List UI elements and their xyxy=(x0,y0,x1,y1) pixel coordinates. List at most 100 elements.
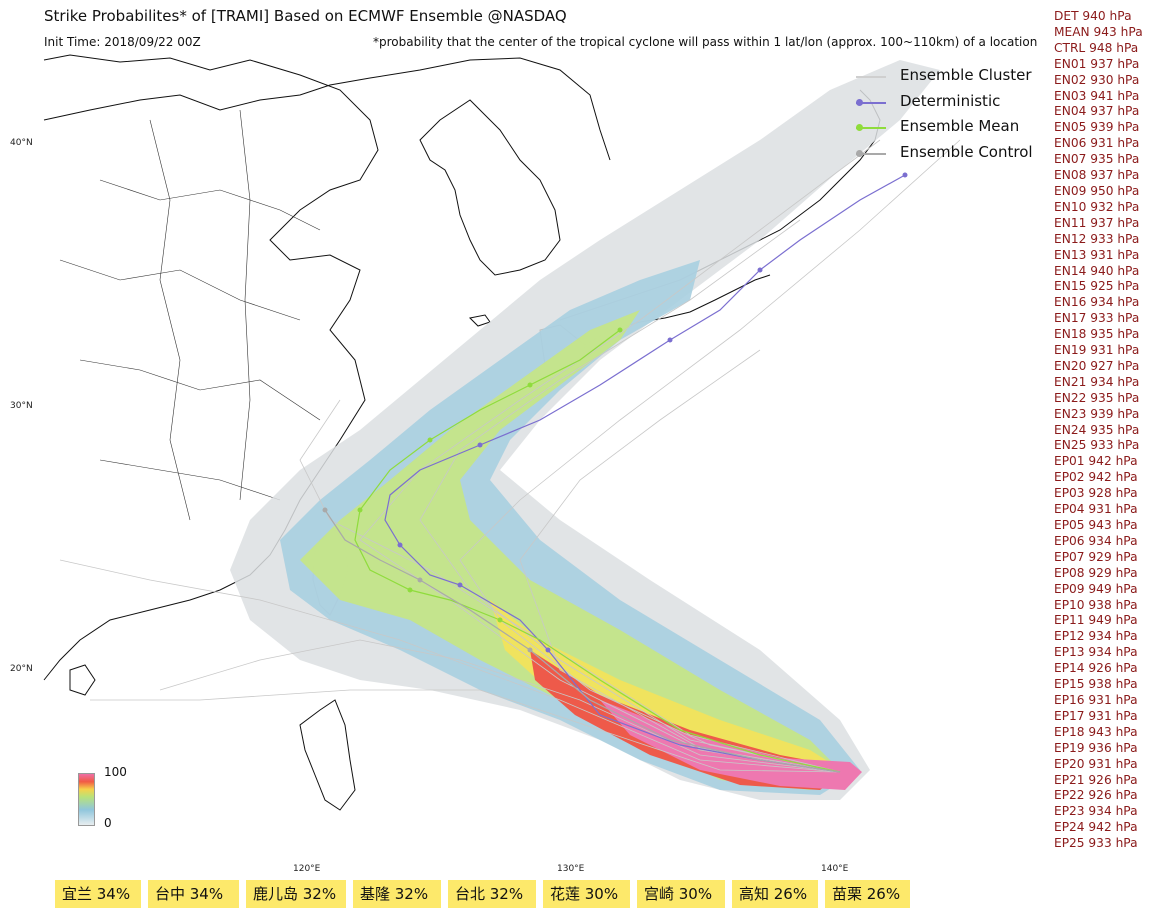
city-badge: 高知 26% xyxy=(732,880,818,908)
pressure-item: EP07 929 hPa xyxy=(1054,549,1138,564)
mainland-coast xyxy=(43,54,379,681)
det-point xyxy=(457,582,463,588)
colorbar-min-label: 0 xyxy=(104,816,112,830)
pressure-item: EN08 937 hPa xyxy=(1054,168,1140,183)
pressure-item: EN25 933 hPa xyxy=(1054,438,1140,453)
pressure-item: EP16 931 hPa xyxy=(1054,692,1138,707)
det-point xyxy=(397,542,403,548)
pressure-item: EN09 950 hPa xyxy=(1054,183,1140,198)
pressure-item: EP10 938 hPa xyxy=(1054,597,1138,612)
luzon xyxy=(299,699,356,811)
pressure-item: EP09 949 hPa xyxy=(1054,581,1138,596)
ensemble-mean-track xyxy=(354,327,841,773)
pressure-item: EP03 928 hPa xyxy=(1054,486,1138,501)
mean-point xyxy=(617,327,623,333)
legend-item-mean: Ensemble Mean xyxy=(852,115,1042,141)
pressure-item: EP14 926 hPa xyxy=(1054,661,1138,676)
pressure-item: EN03 941 hPa xyxy=(1054,88,1140,103)
swath-core xyxy=(600,700,862,790)
colorbar-max-label: 100 xyxy=(104,765,127,779)
lat-label-40: 40°N xyxy=(10,138,33,148)
pressure-item: EP21 926 hPa xyxy=(1054,772,1138,787)
pressure-item: EP01 942 hPa xyxy=(1054,454,1138,469)
pressure-item: EN19 931 hPa xyxy=(1054,343,1140,358)
probability-swath xyxy=(230,60,940,800)
mean-dot-swatch xyxy=(856,124,863,131)
city-badge: 基隆 32% xyxy=(353,880,441,908)
ctrl-point xyxy=(322,507,328,513)
det-point xyxy=(902,172,908,178)
pressure-item: EN02 930 hPa xyxy=(1054,72,1140,87)
pressure-item: EP11 949 hPa xyxy=(1054,613,1138,628)
pressure-item: EN15 925 hPa xyxy=(1054,279,1140,294)
pressure-item: EP15 938 hPa xyxy=(1054,677,1138,692)
pressure-item: EP13 934 hPa xyxy=(1054,645,1138,660)
pressure-item: EP18 943 hPa xyxy=(1054,724,1138,739)
korea-coast xyxy=(419,99,561,276)
pressure-item: EP17 931 hPa xyxy=(1054,708,1138,723)
pressure-item: EP08 929 hPa xyxy=(1054,565,1138,580)
mean-line-swatch xyxy=(856,127,886,129)
mean-point xyxy=(407,587,413,593)
det-point xyxy=(545,647,551,653)
lon-label-120: 120°E xyxy=(293,864,321,874)
swath-mid xyxy=(490,600,845,788)
north-border xyxy=(43,57,611,161)
legend-item-control: Ensemble Control xyxy=(852,141,1042,167)
pressure-item: EN22 935 hPa xyxy=(1054,390,1140,405)
mean-point xyxy=(427,437,433,443)
probability-footnote: *probability that the center of the trop… xyxy=(373,35,1038,49)
pressure-item: EN20 927 hPa xyxy=(1054,358,1140,373)
swath-low xyxy=(280,260,860,795)
legend-label: Deterministic xyxy=(900,91,1001,110)
det-point xyxy=(477,442,483,448)
province-borders xyxy=(59,109,321,521)
pressure-item: EP25 933 hPa xyxy=(1054,836,1138,851)
pressure-item: EN07 935 hPa xyxy=(1054,152,1140,167)
lon-label-130: 130°E xyxy=(557,864,585,874)
city-badge: 台北 32% xyxy=(448,880,536,908)
pressure-item: DET 940 hPa xyxy=(1054,9,1132,23)
pressure-item: EP19 936 hPa xyxy=(1054,740,1138,755)
mean-point xyxy=(497,617,503,623)
control-line-swatch xyxy=(856,152,886,155)
pressure-item: EN14 940 hPa xyxy=(1054,263,1140,278)
probability-colorbar xyxy=(78,773,95,826)
pressure-item: EN10 932 hPa xyxy=(1054,199,1140,214)
pressure-list: DET 940 hPa MEAN 943 hPa CTRL 948 hPa EN01 … xyxy=(1054,9,1154,852)
legend-item-deterministic: Deterministic xyxy=(852,90,1042,116)
deterministic-line-swatch xyxy=(856,101,886,104)
legend-label: Ensemble Cluster xyxy=(900,66,1032,84)
pressure-item: EN05 939 hPa xyxy=(1054,120,1140,135)
pressure-item: EN11 937 hPa xyxy=(1054,215,1140,230)
pressure-item: EP23 934 hPa xyxy=(1054,804,1138,819)
pressure-item: EN01 937 hPa xyxy=(1054,56,1140,71)
pressure-item: EN06 931 hPa xyxy=(1054,136,1140,151)
city-badge: 台中 34% xyxy=(148,880,239,908)
ensemble-control-track xyxy=(322,507,841,773)
legend-label: Ensemble Mean xyxy=(900,117,1020,135)
det-point xyxy=(757,267,763,273)
pressure-item: EP12 934 hPa xyxy=(1054,629,1138,644)
pressure-item: EP05 943 hPa xyxy=(1054,518,1138,532)
pressure-item: EN04 937 hPa xyxy=(1054,104,1140,119)
city-badge: 鹿儿岛 32% xyxy=(246,880,346,908)
pressure-item: MEAN 943 hPa xyxy=(1054,24,1143,39)
mean-point xyxy=(357,507,363,513)
city-badge: 花莲 30% xyxy=(543,880,630,908)
legend-item-cluster: Ensemble Cluster xyxy=(852,64,1042,90)
map-title: Strike Probabilites* of [TRAMI] Based on… xyxy=(44,7,567,25)
pressure-item: EN16 934 hPa xyxy=(1054,295,1140,310)
lat-label-30: 30°N xyxy=(10,401,33,411)
pressure-item: EN21 934 hPa xyxy=(1054,374,1140,389)
cluster-line-swatch xyxy=(856,76,886,78)
ensemble-cluster-tracks xyxy=(59,139,961,773)
control-dot-swatch xyxy=(856,149,863,157)
hainan xyxy=(69,664,96,696)
lat-label-20: 20°N xyxy=(10,664,33,674)
pressure-item: EN13 931 hPa xyxy=(1054,247,1140,262)
mean-point xyxy=(527,382,533,388)
lon-label-140: 140°E xyxy=(821,864,849,874)
city-badge: 宫崎 30% xyxy=(637,880,725,908)
